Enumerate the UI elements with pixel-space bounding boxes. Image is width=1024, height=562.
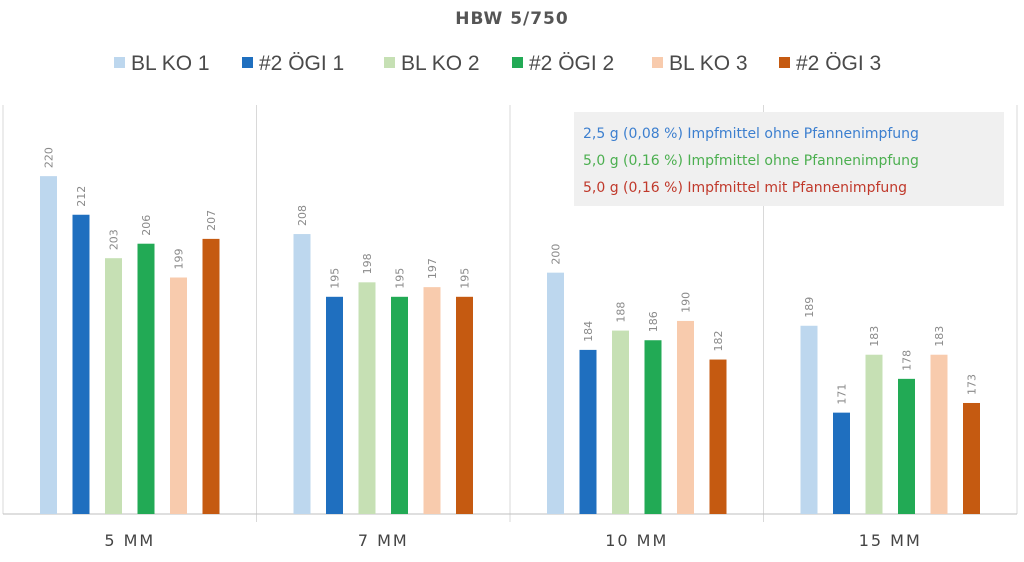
bar	[40, 176, 57, 514]
annotation-line: 5,0 g (0,16 %) Impfmittel mit Pfannenimp…	[583, 180, 907, 196]
bar	[137, 243, 155, 514]
bar	[963, 402, 980, 514]
data-label: 188	[615, 302, 628, 323]
legend-label: #2 ÖGI 3	[796, 52, 881, 75]
bar	[423, 287, 441, 514]
bar	[293, 234, 311, 514]
annotation-line: 5,0 g (0,16 %) Impfmittel ohne Pfannenim…	[583, 153, 919, 169]
legend-swatch	[242, 57, 253, 68]
legend-label: #2 ÖGI 2	[529, 52, 614, 75]
bars-group	[40, 176, 980, 514]
bar	[898, 378, 915, 514]
bar	[456, 296, 473, 514]
data-label: 190	[680, 292, 693, 313]
legend-swatch	[512, 57, 523, 68]
bar	[800, 325, 818, 514]
data-label: 178	[901, 350, 914, 371]
bar	[644, 340, 662, 514]
legend-swatch	[779, 57, 790, 68]
legend-swatch	[114, 57, 125, 68]
bar	[547, 272, 564, 514]
bar	[326, 296, 343, 514]
bar	[865, 354, 883, 514]
data-label: 220	[43, 147, 56, 168]
bar	[170, 277, 187, 514]
bar	[72, 214, 90, 514]
data-label: 212	[75, 186, 88, 207]
annotation-box: 2,5 g (0,08 %) Impfmittel ohne Pfannenim…	[574, 112, 1004, 206]
data-label: 186	[647, 311, 660, 332]
bar	[677, 320, 694, 514]
data-label: 182	[712, 331, 725, 352]
data-label: 206	[140, 215, 153, 236]
category-label: 10 MM	[605, 531, 668, 550]
bar	[202, 238, 220, 514]
data-label: 171	[836, 384, 849, 405]
data-label: 199	[173, 248, 186, 269]
bar	[833, 412, 850, 514]
data-label: 200	[550, 244, 563, 265]
bar	[579, 349, 597, 514]
category-label: 7 MM	[358, 531, 409, 550]
data-label: 198	[361, 253, 374, 274]
data-label: 189	[803, 297, 816, 318]
legend-label: BL KO 2	[401, 52, 480, 75]
legend-item: BL KO 3	[652, 52, 748, 75]
chart-title: HBW 5/750	[455, 9, 568, 29]
category-label: 15 MM	[859, 531, 922, 550]
bar	[358, 282, 376, 514]
bar	[612, 330, 629, 514]
data-label: 183	[933, 326, 946, 347]
data-label: 207	[205, 210, 218, 231]
annotation-background	[574, 112, 1004, 206]
data-label: 183	[868, 326, 881, 347]
data-label: 208	[296, 205, 309, 226]
legend-item: BL KO 1	[114, 52, 210, 75]
data-labels-group: 220 212 203 206 199 207 208 195 198 195 197 195 200 1…	[43, 147, 979, 405]
legend-item: #2 ÖGI 2	[512, 52, 614, 75]
data-label: 184	[582, 321, 595, 342]
bar	[930, 354, 948, 514]
legend-label: BL KO 1	[131, 52, 210, 75]
legend-item: #2 ÖGI 1	[242, 52, 344, 75]
data-label: 173	[966, 374, 979, 395]
legend-label: #2 ÖGI 1	[259, 52, 344, 75]
data-label: 203	[108, 229, 121, 250]
category-label: 5 MM	[104, 531, 155, 550]
legend-swatch	[652, 57, 663, 68]
data-label: 197	[426, 258, 439, 279]
legend-swatch	[384, 57, 395, 68]
legend-item: #2 ÖGI 3	[779, 52, 881, 75]
annotation-line: 2,5 g (0,08 %) Impfmittel ohne Pfannenim…	[583, 126, 919, 142]
category-labels-group: 5 MM 7 MM 10 MM 15 MM	[104, 531, 922, 550]
legend: BL KO 1 #2 ÖGI 1 BL KO 2 #2 ÖGI 2 BL KO 3 #2 …	[114, 52, 881, 75]
data-label: 195	[459, 268, 472, 289]
data-label: 195	[329, 268, 342, 289]
bar	[391, 296, 408, 514]
bar	[105, 258, 122, 514]
legend-item: BL KO 2	[384, 52, 480, 75]
legend-label: BL KO 3	[669, 52, 748, 75]
data-label: 195	[394, 268, 407, 289]
bar	[709, 359, 727, 514]
